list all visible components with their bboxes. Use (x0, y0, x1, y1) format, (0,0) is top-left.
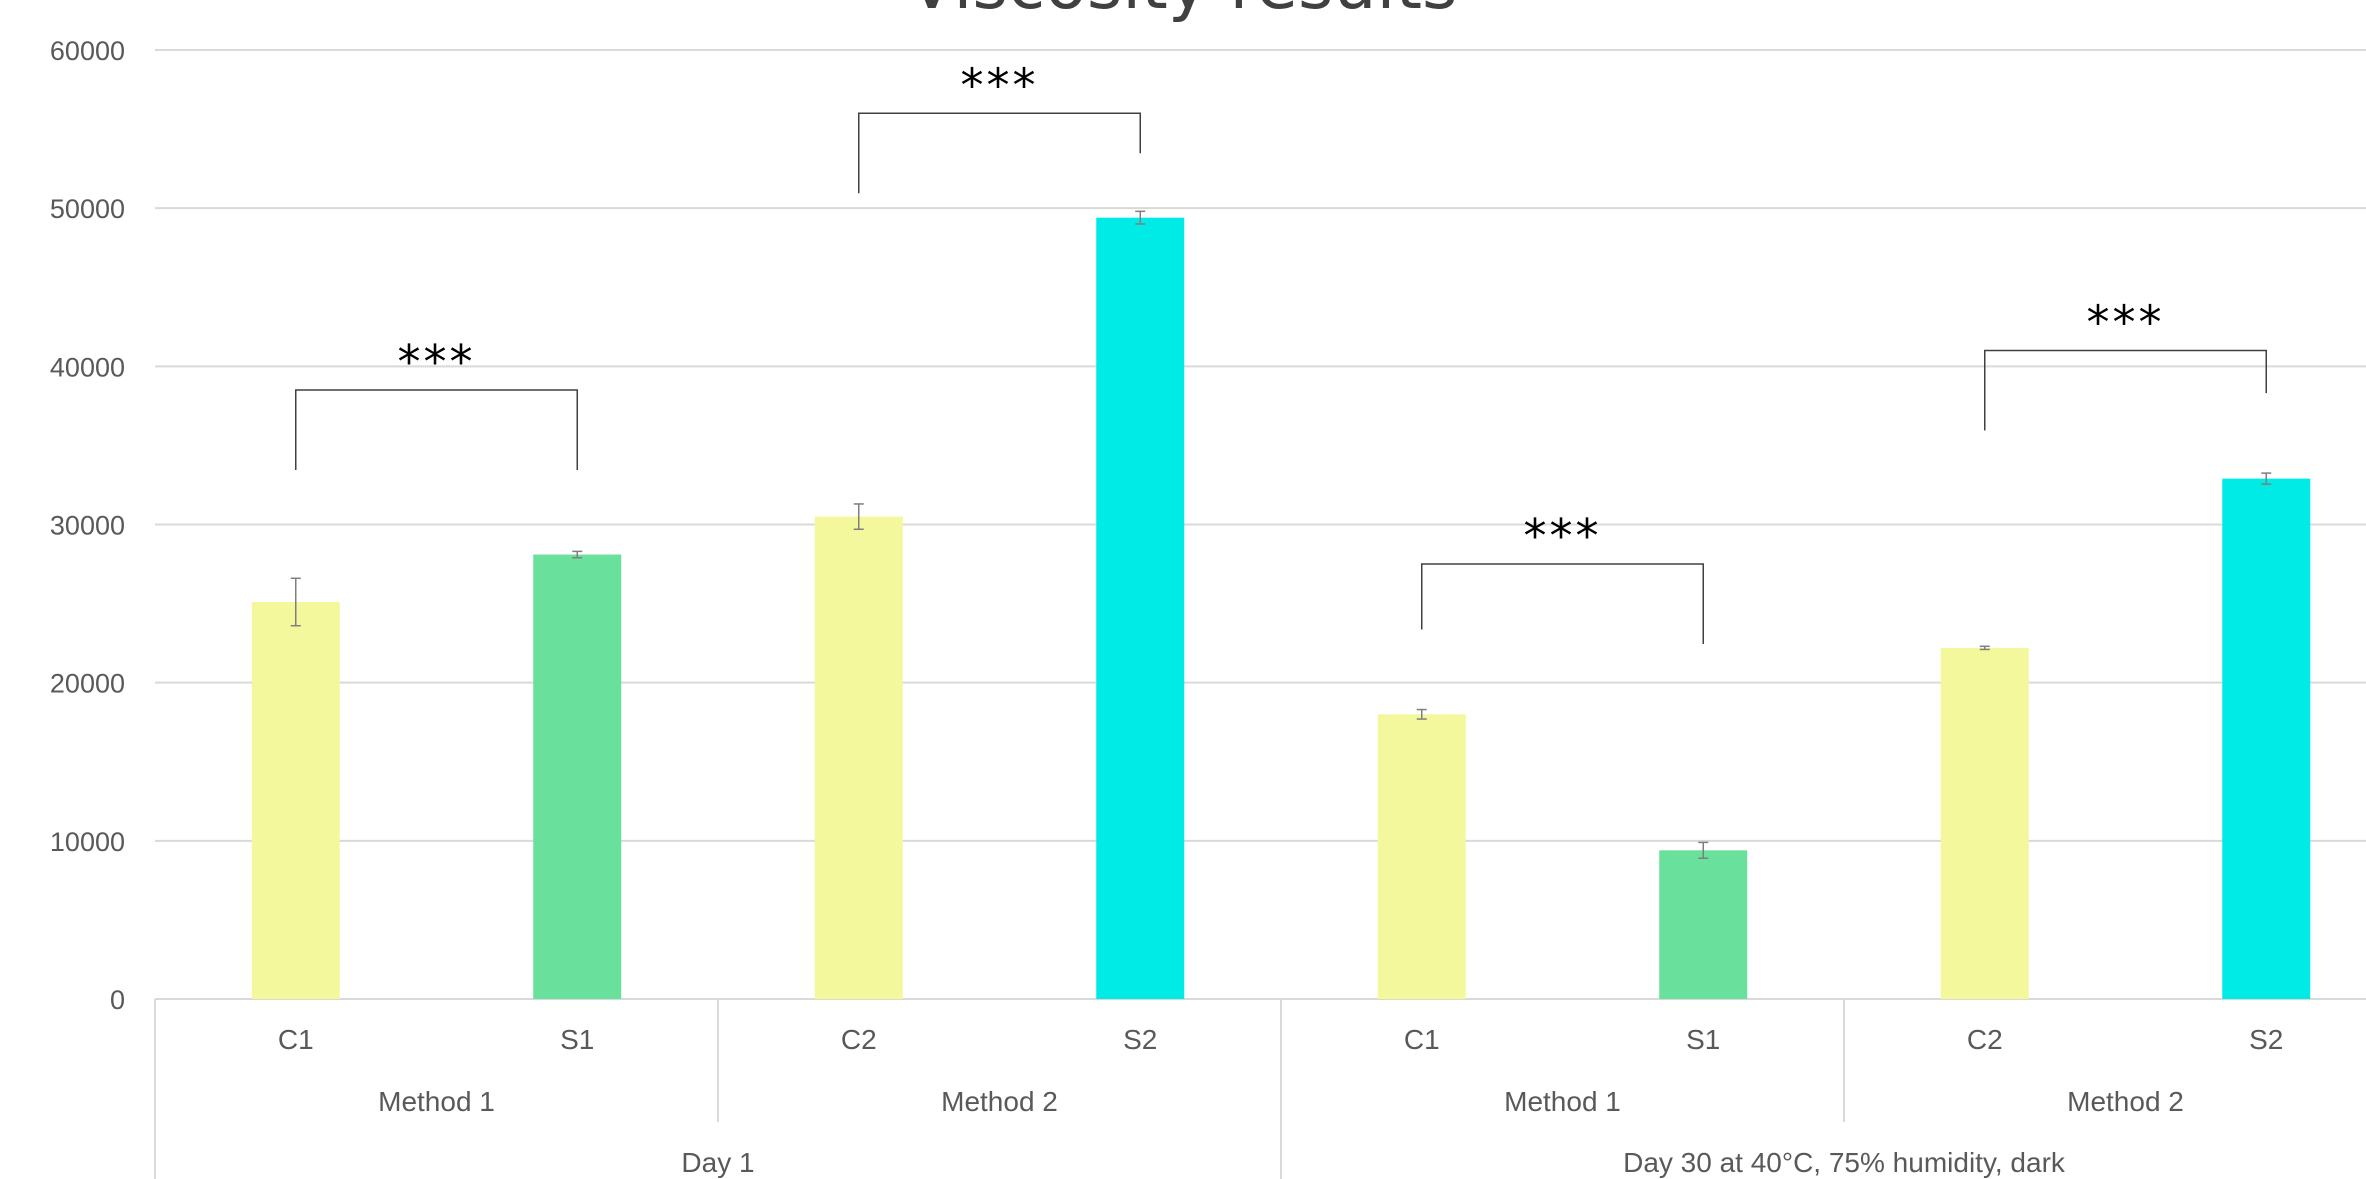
significance-label: *** (961, 58, 1039, 112)
significance-brackets: *** *** *** *** (295, 58, 2267, 645)
bar-s2 (2222, 478, 2311, 999)
y-tick-label: 40000 (50, 352, 125, 382)
bars (251, 217, 2311, 999)
category-label: S1 (560, 1024, 594, 1055)
category-label: S2 (2249, 1024, 2283, 1055)
bar-s2 (1096, 217, 1185, 999)
significance-bracket (295, 389, 578, 471)
group-label: Day 1 (681, 1147, 754, 1178)
bar-c2 (1940, 647, 2029, 999)
bar-s1 (1659, 850, 1748, 999)
method-label: Method 2 (941, 1086, 1058, 1117)
category-label: S2 (1123, 1024, 1157, 1055)
method-label: Method 2 (2067, 1086, 2184, 1117)
significance-bracket (1984, 349, 2267, 431)
category-label: C1 (1404, 1024, 1440, 1055)
y-tick-label: 0 (110, 985, 125, 1015)
group-label: Day 30 at 40°C, 75% humidity, dark (1623, 1147, 2066, 1178)
category-label: C1 (278, 1024, 314, 1055)
y-tick-label: 20000 (50, 669, 125, 699)
significance-label: *** (1524, 509, 1602, 563)
y-tick-label: 50000 (50, 194, 125, 224)
gridlines (155, 49, 2366, 1000)
y-tick-label: 10000 (50, 827, 125, 857)
bar-c1 (251, 602, 340, 999)
method-label: Method 1 (1504, 1086, 1621, 1117)
method-label: Method 1 (378, 1086, 495, 1117)
bar-s1 (533, 554, 622, 999)
category-label: C2 (1967, 1024, 2003, 1055)
significance-bracket (1421, 563, 1704, 645)
y-tick-label: 60000 (50, 36, 125, 66)
significance-bracket (858, 112, 1141, 194)
error-bars (290, 210, 2272, 859)
category-label: C2 (841, 1024, 877, 1055)
chart-title: Viscosity results (909, 0, 1458, 25)
significance-label: *** (2087, 296, 2165, 350)
bar-c2 (814, 516, 903, 999)
axis-labels: 0 10000 20000 30000 40000 50000 60000 C1 S1 C2 S2 C… (50, 36, 2283, 1178)
significance-label: *** (398, 335, 476, 389)
y-tick-label: 30000 (50, 511, 125, 541)
category-label: S1 (1686, 1024, 1720, 1055)
bar-c1 (1377, 714, 1466, 999)
